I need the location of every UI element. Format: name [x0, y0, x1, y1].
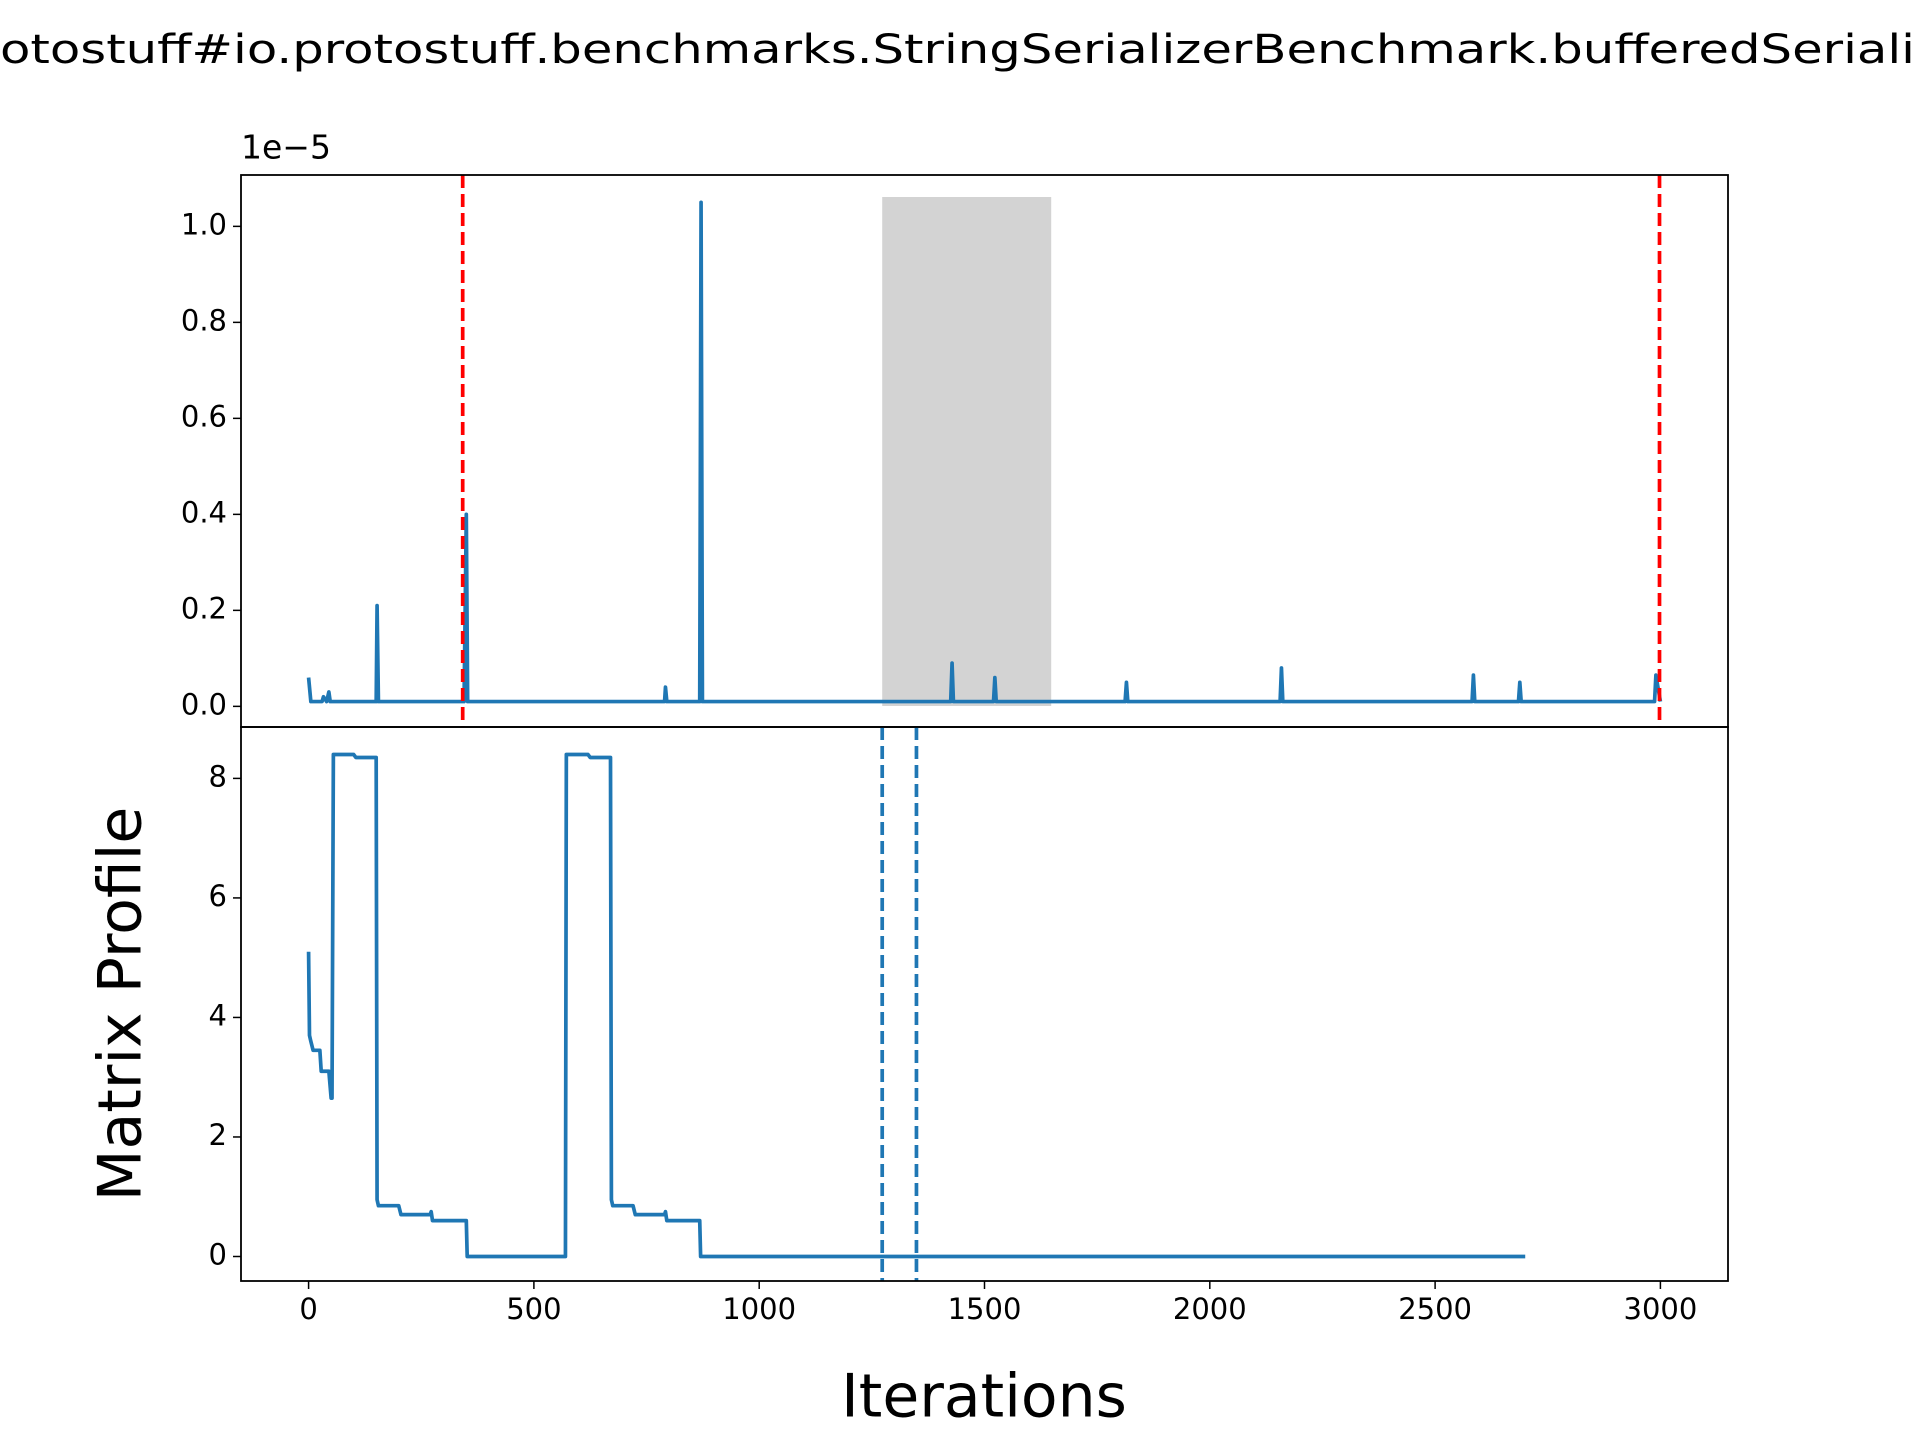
y-tick-label: 1.0	[181, 207, 227, 241]
x-tick-label: 3000	[1624, 1292, 1698, 1326]
y-tick-label: 6	[209, 879, 227, 913]
y-tick-label: 0.6	[181, 399, 227, 433]
y-tick-label: 0.4	[181, 495, 227, 529]
y-tick-label: 8	[209, 759, 227, 793]
x-tick-label: 2500	[1398, 1292, 1472, 1326]
y-tick-label: 0.2	[181, 591, 227, 625]
y-tick-label: 4	[209, 998, 227, 1032]
axes-frame	[240, 726, 1729, 1282]
y-axis-label: Matrix Profile	[86, 807, 156, 1202]
x-tick-label: 0	[299, 1292, 317, 1326]
data-line	[306, 752, 1526, 1259]
y-tick-label: 0.8	[181, 303, 227, 337]
chart-title: otostuff#io.protostuff.benchmarks.String…	[0, 27, 1915, 73]
offset-label: 1e−5	[241, 128, 331, 167]
y-tick-label: 0.0	[181, 687, 227, 721]
highlight-span	[882, 197, 1052, 706]
data-line	[306, 200, 1663, 704]
y-tick-label: 2	[209, 1118, 227, 1152]
x-tick-label: 500	[506, 1292, 561, 1326]
x-tick-label: 1500	[948, 1292, 1022, 1326]
x-axis-label: Iterations	[841, 1362, 1127, 1432]
x-tick-label: 2000	[1173, 1292, 1247, 1326]
x-tick-label: 1000	[722, 1292, 796, 1326]
y-tick-label: 0	[209, 1237, 227, 1271]
